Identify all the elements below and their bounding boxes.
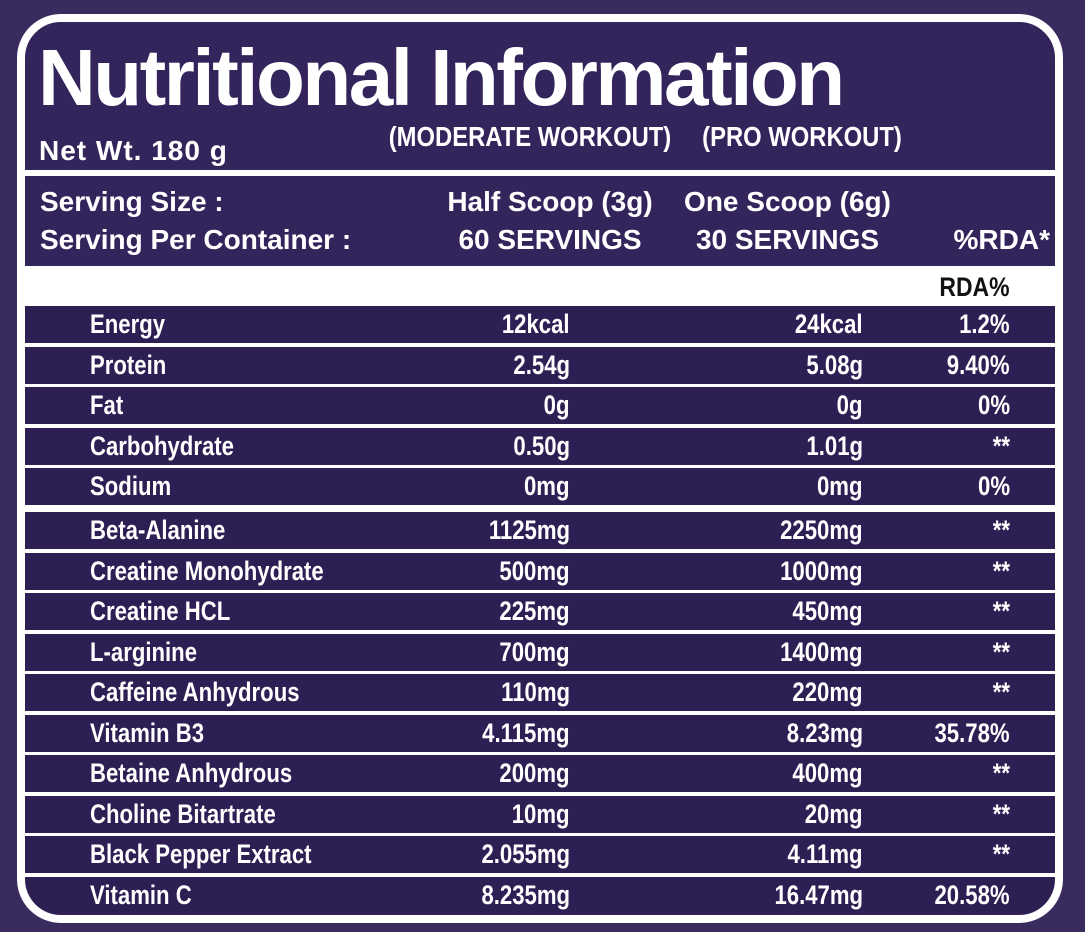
table-row: Black Pepper Extract 2.055mg 4.11mg ** bbox=[25, 836, 1055, 873]
nutrient-value-pro: 0mg bbox=[817, 471, 863, 501]
nutrient-value-moderate: 0mg bbox=[524, 471, 570, 501]
nutrient-value-pro: 24kcal bbox=[795, 309, 863, 339]
servings-count-moderate: 60 SERVINGS bbox=[458, 224, 642, 255]
table-row: Creatine HCL 225mg 450mg ** bbox=[25, 593, 1055, 630]
serving-size-pro: One Scoop (6g) bbox=[684, 186, 891, 217]
table-row: Energy 12kcal 24kcal 1.2% bbox=[25, 306, 1055, 343]
nutrient-value-moderate: 1125mg bbox=[488, 515, 570, 545]
nutrient-value-moderate: 0g bbox=[544, 390, 570, 420]
nutrient-value-pro: 1.01g bbox=[806, 430, 863, 461]
nutrient-value-pro: 8.23mg bbox=[786, 717, 863, 748]
nutrient-value-pro: 1400mg bbox=[780, 636, 863, 667]
nutrient-rda-percent: 1.2% bbox=[959, 309, 1010, 339]
column-header-pro-workout: (PRO WORKOUT) bbox=[702, 121, 902, 152]
nutrient-rda-percent: ** bbox=[992, 677, 1010, 707]
rda-header-band: RDA% bbox=[25, 266, 1055, 306]
nutrient-rda-percent: 0% bbox=[977, 390, 1010, 420]
nutrient-value-pro: 1000mg bbox=[780, 555, 863, 586]
nutrient-rda-percent: 9.40% bbox=[947, 349, 1010, 380]
net-weight-text: Net Wt. 180 g bbox=[39, 135, 228, 166]
table-row: Caffeine Anhydrous 110mg 220mg ** bbox=[25, 674, 1055, 711]
nutrient-rda-percent: ** bbox=[992, 555, 1010, 586]
nutrient-rda-percent: 0% bbox=[977, 471, 1010, 501]
nutrient-name: Caffeine Anhydrous bbox=[90, 677, 300, 707]
nutrient-rda-percent: ** bbox=[992, 636, 1010, 667]
serving-info-section: Serving Size : Half Scoop (3g) One Scoop… bbox=[25, 176, 1055, 266]
nutrient-name: Beta-Alanine bbox=[90, 515, 226, 545]
nutrient-value-moderate: 110mg bbox=[501, 677, 570, 707]
table-row: L-arginine 700mg 1400mg ** bbox=[25, 633, 1055, 671]
nutrient-value-moderate: 2.54g bbox=[513, 349, 570, 380]
nutrient-value-pro: 450mg bbox=[792, 596, 863, 626]
nutrient-name: Sodium bbox=[90, 471, 172, 501]
table-row: Vitamin C 8.235mg 16.47mg 20.58% bbox=[25, 876, 1055, 914]
nutrient-value-moderate: 2.055mg bbox=[481, 839, 570, 869]
nutrient-value-pro: 20mg bbox=[805, 798, 863, 829]
serving-per-container-label: Serving Per Container : bbox=[40, 224, 352, 255]
nutrient-value-pro: 220mg bbox=[792, 677, 863, 707]
nutrient-name: Vitamin C bbox=[90, 879, 192, 910]
nutrient-rda-percent: ** bbox=[992, 596, 1010, 626]
nutrient-name: Betaine Anhydrous bbox=[90, 758, 293, 788]
nutrient-name: Choline Bitartrate bbox=[90, 798, 276, 829]
nutrient-name: L-arginine bbox=[90, 636, 198, 667]
nutrient-value-pro: 400mg bbox=[792, 758, 863, 788]
nutrient-rda-percent: ** bbox=[992, 798, 1010, 829]
table-row: Choline Bitartrate 10mg 20mg ** bbox=[25, 795, 1055, 833]
nutrient-name: Black Pepper Extract bbox=[90, 839, 312, 869]
servings-count-pro: 30 SERVINGS bbox=[695, 224, 880, 255]
nutrient-name: Carbohydrate bbox=[90, 430, 234, 461]
nutrient-rda-percent: 35.78% bbox=[934, 717, 1010, 748]
nutrition-label-panel: Nutritional Information Net Wt. 180 g (M… bbox=[17, 14, 1063, 923]
nutrient-value-moderate: 200mg bbox=[499, 758, 570, 788]
nutrient-value-moderate: 12kcal bbox=[502, 309, 570, 339]
serving-size-moderate: Half Scoop (3g) bbox=[447, 186, 653, 217]
serving-size-label: Serving Size : bbox=[40, 186, 224, 217]
nutrient-value-moderate: 225mg bbox=[499, 596, 570, 626]
table-row: Creatine Monohydrate 500mg 1000mg ** bbox=[25, 552, 1055, 590]
nutrient-value-pro: 16.47mg bbox=[774, 879, 863, 910]
column-header-moderate-workout: (MODERATE WORKOUT) bbox=[388, 121, 672, 152]
table-row: Vitamin B3 4.115mg 8.23mg 35.78% bbox=[25, 714, 1055, 752]
table-row: Fat 0g 0g 0% bbox=[25, 387, 1055, 424]
header-divider bbox=[25, 170, 1055, 176]
nutrient-name: Energy bbox=[90, 309, 166, 339]
page-title: Nutritional Information bbox=[38, 33, 845, 122]
nutrient-name: Vitamin B3 bbox=[90, 717, 205, 748]
table-row: Beta-Alanine 1125mg 2250mg ** bbox=[25, 512, 1055, 549]
table-row: Sodium 0mg 0mg 0% bbox=[25, 468, 1055, 505]
nutrient-name: Creatine Monohydrate bbox=[90, 555, 324, 586]
nutrient-rda-percent: ** bbox=[992, 839, 1010, 869]
nutrient-value-pro: 5.08g bbox=[806, 349, 863, 380]
nutrient-value-pro: 4.11mg bbox=[787, 839, 863, 869]
table-row: Carbohydrate 0.50g 1.01g ** bbox=[25, 427, 1055, 465]
table-row: Protein 2.54g 5.08g 9.40% bbox=[25, 346, 1055, 384]
nutrient-value-moderate: 8.235mg bbox=[481, 879, 570, 910]
rda-header-label: RDA% bbox=[939, 272, 1010, 302]
nutrient-rda-percent: ** bbox=[992, 758, 1010, 788]
nutrient-name: Protein bbox=[90, 349, 167, 380]
nutrient-value-moderate: 0.50g bbox=[513, 430, 570, 461]
nutrient-value-moderate: 10mg bbox=[512, 798, 570, 829]
nutrient-rda-percent: ** bbox=[992, 515, 1010, 545]
nutrient-value-moderate: 4.115mg bbox=[482, 717, 570, 748]
nutrient-value-pro: 2250mg bbox=[780, 515, 863, 545]
nutrient-value-moderate: 700mg bbox=[499, 636, 570, 667]
nutrient-table: Energy 12kcal 24kcal 1.2% Protein 2.54g … bbox=[25, 306, 1055, 914]
rda-column-title: %RDA* bbox=[953, 224, 1050, 255]
nutrient-rda-percent: 20.58% bbox=[934, 879, 1010, 910]
nutrient-value-moderate: 500mg bbox=[499, 555, 570, 586]
table-row: Betaine Anhydrous 200mg 400mg ** bbox=[25, 755, 1055, 792]
nutrient-name: Fat bbox=[90, 390, 124, 420]
nutrient-value-pro: 0g bbox=[837, 390, 863, 420]
nutrient-rda-percent: ** bbox=[992, 430, 1010, 461]
nutrient-name: Creatine HCL bbox=[90, 596, 231, 626]
